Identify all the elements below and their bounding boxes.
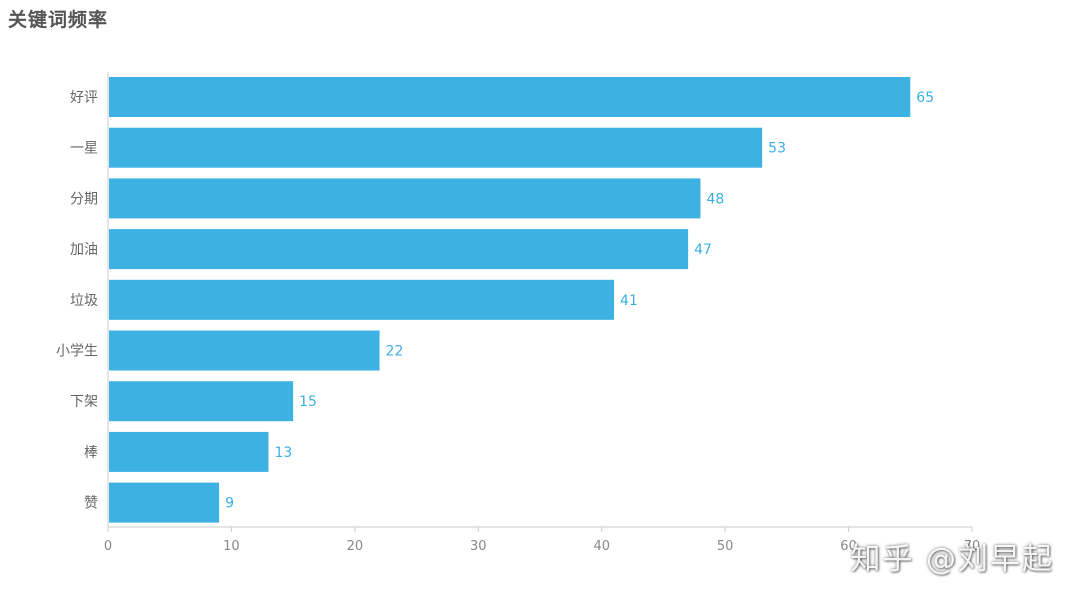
x-tick-label: 50 xyxy=(717,539,734,554)
value-label: 41 xyxy=(620,293,638,309)
x-tick-label: 70 xyxy=(964,539,981,554)
category-label: 棒 xyxy=(84,445,98,461)
watermark: 知乎 @刘早起 xyxy=(850,542,1054,577)
value-label: 15 xyxy=(299,394,317,410)
value-label: 22 xyxy=(386,344,404,360)
x-tick-label: 40 xyxy=(593,539,610,554)
bar xyxy=(109,178,701,219)
x-tick-label: 10 xyxy=(223,539,240,554)
bar xyxy=(109,381,294,422)
value-label: 65 xyxy=(916,90,934,106)
x-tick-label: 30 xyxy=(470,539,487,554)
chart-title: 关键词频率 xyxy=(8,9,109,31)
bar xyxy=(109,229,689,270)
value-label: 47 xyxy=(694,242,712,258)
value-label: 48 xyxy=(706,191,724,207)
value-label: 53 xyxy=(768,141,786,157)
category-label: 赞 xyxy=(84,496,98,512)
category-label: 好评 xyxy=(70,90,98,106)
bar xyxy=(109,431,269,472)
bar xyxy=(109,127,763,168)
category-label: 一星 xyxy=(70,141,98,157)
x-tick-label: 0 xyxy=(104,539,112,554)
category-label: 分期 xyxy=(70,191,98,207)
category-label: 小学生 xyxy=(56,344,98,360)
x-tick-label: 60 xyxy=(840,539,857,554)
bar xyxy=(109,330,380,371)
value-label: 9 xyxy=(225,496,234,512)
bar xyxy=(109,77,911,117)
bar xyxy=(109,482,220,523)
x-tick-label: 20 xyxy=(347,539,364,554)
category-label: 下架 xyxy=(70,394,98,410)
category-label: 垃圾 xyxy=(70,293,98,309)
bar xyxy=(109,279,615,320)
value-label: 13 xyxy=(274,445,292,461)
category-label: 加油 xyxy=(70,242,98,258)
